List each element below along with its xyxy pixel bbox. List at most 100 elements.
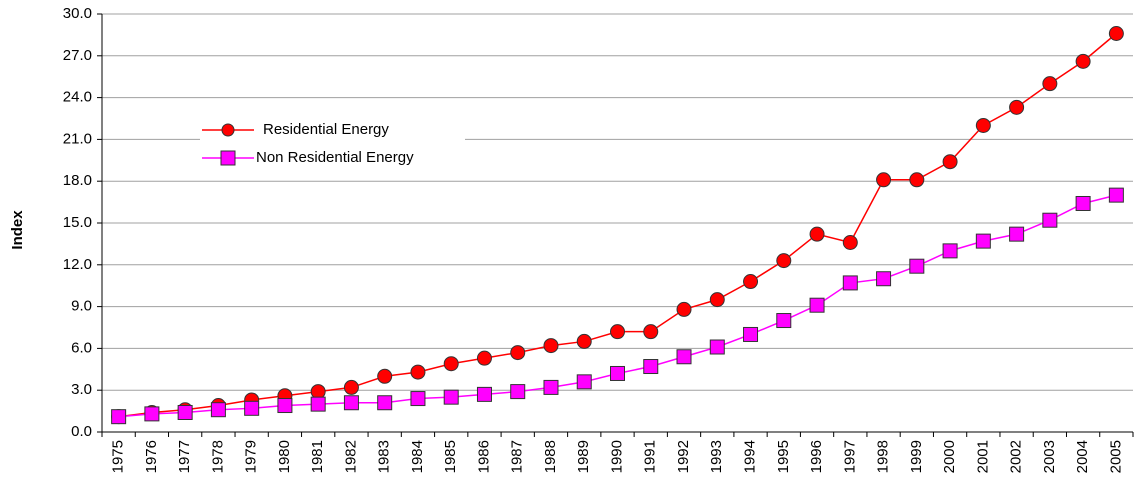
x-tick-label: 1991 xyxy=(642,440,659,473)
x-tick-label: 2001 xyxy=(974,440,991,473)
x-tick-label: 2002 xyxy=(1008,440,1025,473)
data-point xyxy=(443,389,459,405)
data-point xyxy=(576,333,592,349)
data-point xyxy=(1075,195,1091,211)
x-tick-label: 1996 xyxy=(808,440,825,473)
y-tick-label: 15.0 xyxy=(63,214,92,231)
data-point xyxy=(310,396,326,412)
data-point xyxy=(743,326,759,342)
data-point xyxy=(343,379,359,395)
x-tick-label: 1984 xyxy=(409,440,426,473)
data-point xyxy=(343,395,359,411)
data-point xyxy=(377,395,393,411)
x-tick-label: 1986 xyxy=(475,440,492,473)
x-tick-label: 1982 xyxy=(342,440,359,473)
y-tick-label: 12.0 xyxy=(63,256,92,273)
y-tick-label: 0.0 xyxy=(71,423,92,440)
data-point xyxy=(377,368,393,384)
x-tick-label: 1981 xyxy=(309,440,326,473)
x-tick-label: 1995 xyxy=(775,440,792,473)
data-point xyxy=(1042,76,1058,92)
data-point xyxy=(709,339,725,355)
y-tick-label: 21.0 xyxy=(63,130,92,147)
data-point xyxy=(310,384,326,400)
y-axis-label: Index xyxy=(9,210,26,250)
legend-marker xyxy=(220,150,236,166)
y-tick-label: 24.0 xyxy=(63,89,92,106)
data-point xyxy=(1108,187,1124,203)
data-point xyxy=(1108,26,1124,42)
x-tick-label: 1978 xyxy=(209,440,226,473)
data-point xyxy=(576,374,592,390)
y-tick-label: 9.0 xyxy=(71,298,92,315)
x-tick-label: 2004 xyxy=(1074,440,1091,473)
data-point xyxy=(1009,226,1025,242)
x-tick-label: 1994 xyxy=(742,440,759,473)
x-tick-label: 1983 xyxy=(376,440,393,473)
data-point xyxy=(543,338,559,354)
data-point xyxy=(244,400,260,416)
y-tick-label: 3.0 xyxy=(71,381,92,398)
x-tick-label: 1993 xyxy=(708,440,725,473)
data-point xyxy=(410,364,426,380)
x-tick-label: 1980 xyxy=(276,440,293,473)
data-point xyxy=(476,386,492,402)
data-point xyxy=(676,301,692,317)
data-point xyxy=(842,275,858,291)
y-tick-label: 6.0 xyxy=(71,339,92,356)
data-point xyxy=(643,324,659,340)
data-point xyxy=(643,359,659,375)
y-tick-label: 30.0 xyxy=(63,5,92,22)
data-point xyxy=(743,274,759,290)
data-point xyxy=(410,391,426,407)
x-tick-label: 1990 xyxy=(608,440,625,473)
data-point xyxy=(610,365,625,381)
data-point xyxy=(210,402,226,418)
x-tick-label: 1975 xyxy=(110,440,127,473)
data-point xyxy=(876,271,892,287)
data-point xyxy=(942,154,958,170)
data-point xyxy=(443,356,459,372)
data-point xyxy=(476,350,492,366)
x-tick-label: 1999 xyxy=(908,440,925,473)
x-tick-label: 1985 xyxy=(442,440,459,473)
legend-box xyxy=(200,114,465,172)
data-point xyxy=(842,235,858,251)
data-point xyxy=(975,117,991,133)
x-tick-label: 1998 xyxy=(875,440,892,473)
legend-label: Residential Energy xyxy=(263,121,389,138)
x-tick-label: 1988 xyxy=(542,440,559,473)
x-tick-label: 1976 xyxy=(143,440,160,473)
data-point xyxy=(1042,212,1058,228)
data-point xyxy=(776,253,792,269)
x-tick-label: 2000 xyxy=(941,440,958,473)
data-point xyxy=(510,345,526,361)
x-tick-label: 1997 xyxy=(841,440,858,473)
data-point xyxy=(676,349,692,365)
data-point xyxy=(975,233,991,249)
data-point xyxy=(709,292,725,308)
data-point xyxy=(776,313,792,329)
data-point xyxy=(876,172,892,188)
data-point xyxy=(144,406,160,422)
x-tick-label: 1989 xyxy=(575,440,592,473)
data-point xyxy=(809,297,825,313)
x-tick-label: 1992 xyxy=(675,440,692,473)
data-point xyxy=(277,398,293,414)
data-point xyxy=(1009,99,1025,115)
data-point xyxy=(809,226,825,242)
data-point xyxy=(510,384,526,400)
data-point xyxy=(909,258,925,274)
y-tick-label: 18.0 xyxy=(63,172,92,189)
data-point xyxy=(610,324,625,340)
series-line xyxy=(118,32,1117,418)
y-tick-label: 27.0 xyxy=(63,47,92,64)
series-line xyxy=(118,194,1117,418)
x-tick-label: 1979 xyxy=(243,440,260,473)
legend-label: Non Residential Energy xyxy=(256,149,414,166)
legend-marker xyxy=(221,123,235,137)
data-point xyxy=(942,243,958,259)
x-tick-label: 1987 xyxy=(509,440,526,473)
data-point xyxy=(909,172,925,188)
data-point xyxy=(111,409,127,425)
